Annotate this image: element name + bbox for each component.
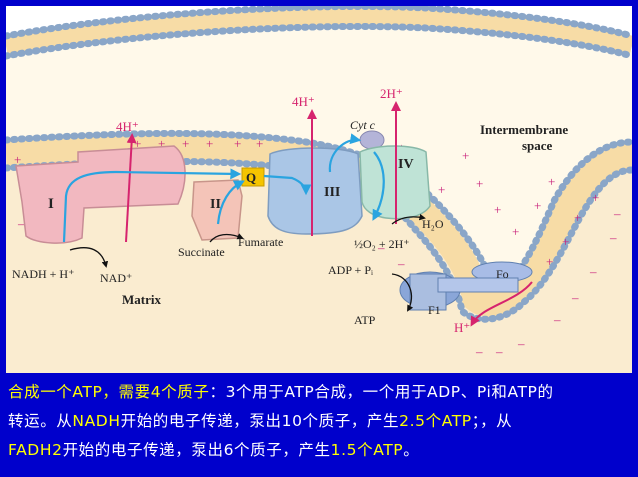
svg-text:+: +	[548, 174, 555, 189]
complex-3-label: III	[324, 185, 340, 200]
etc-diagram: + + + + + + + + + + + + + + + + + + + + …	[6, 6, 632, 373]
succinate-label: Succinate	[178, 245, 225, 259]
svg-text:+: +	[592, 190, 599, 205]
complex-1-label: I	[48, 196, 54, 212]
svg-text:–: –	[609, 230, 617, 245]
complex-1: I	[15, 145, 186, 244]
fo-label: Fo	[496, 267, 509, 281]
proton-label-complex3: 4H⁺	[292, 94, 315, 109]
svg-text:+: +	[494, 202, 501, 217]
caption-highlight-fadh2: FADH2	[8, 441, 63, 459]
caption-text-1: ：3个用于ATP合成，一个用于ADP、Pi和ATP的	[209, 383, 554, 401]
proton-label-complex1: 4H⁺	[116, 119, 139, 134]
svg-text:–: –	[377, 240, 385, 255]
caption-line-1: 合成一个ATP，需要4个质子：3个用于ATP合成，一个用于ADP、Pi和ATP的	[8, 378, 632, 407]
caption-highlight-1: 合成一个ATP，需要4个质子	[8, 383, 210, 401]
svg-text:+: +	[134, 136, 141, 151]
svg-text:+: +	[562, 234, 569, 249]
proton-label-complex4: 2H⁺	[380, 86, 403, 101]
svg-text:–: –	[571, 290, 579, 305]
water-label: H₂O	[422, 217, 444, 231]
caption-highlight-2-5-atp: 2.5个ATP	[399, 412, 472, 430]
adp-label: ADP + Pᵢ	[328, 263, 373, 277]
proton-label-atp-synthase: H⁺	[454, 320, 470, 335]
nad-label: NAD⁺	[100, 271, 132, 285]
svg-text:+: +	[574, 210, 581, 225]
caption-line-2: 转运。从NADH开始的电子传递，泵出10个质子，产生2.5个ATP；，从	[8, 407, 632, 436]
caption-highlight-1-5-atp: 1.5个ATP	[330, 441, 404, 459]
svg-text:+: +	[534, 198, 541, 213]
svg-text:–: –	[495, 344, 503, 359]
quinone: Q	[241, 167, 265, 187]
caption-text-3d: 。	[403, 441, 420, 459]
caption-text-2e: ；，从	[471, 412, 513, 430]
svg-text:+: +	[512, 224, 519, 239]
svg-text:–: –	[397, 256, 405, 271]
svg-text:+: +	[182, 136, 189, 151]
caption: 合成一个ATP，需要4个质子：3个用于ATP合成，一个用于ADP、Pi和ATP的…	[8, 378, 632, 474]
caption-text-2c: 开始的电子传递，泵出10个质子，产生	[120, 412, 400, 430]
svg-text:–: –	[589, 264, 597, 279]
complex-3: III	[267, 147, 363, 235]
svg-text:–: –	[17, 216, 25, 231]
svg-text:+: +	[158, 136, 165, 151]
atp-label: ATP	[354, 313, 376, 327]
intermembrane-label-1: Intermembrane	[480, 122, 568, 137]
svg-text:+: +	[256, 136, 263, 151]
caption-text-2a: 转运。从	[8, 412, 73, 430]
atp-synthase: Fo F1	[399, 261, 533, 317]
fumarate-label: Fumarate	[238, 235, 283, 249]
caption-highlight-nadh: NADH	[72, 412, 121, 430]
complex-2: II	[191, 179, 243, 241]
quinone-label: Q	[246, 170, 256, 185]
nadh-label: NADH + H⁺	[12, 267, 74, 281]
svg-text:+: +	[14, 152, 21, 167]
complex-4-label: IV	[398, 157, 414, 172]
inner-membrane	[6, 129, 632, 323]
svg-text:–: –	[553, 312, 561, 327]
svg-text:+: +	[438, 182, 445, 197]
svg-text:+: +	[546, 254, 553, 269]
electron-arrows	[62, 133, 385, 243]
svg-text:–: –	[475, 344, 483, 359]
svg-text:+: +	[234, 136, 241, 151]
svg-text:–: –	[613, 206, 621, 221]
svg-text:+: +	[206, 136, 213, 151]
svg-text:+: +	[462, 148, 469, 163]
oxygen-label: ½O₂ + 2H⁺	[354, 237, 410, 251]
cytc-label: Cyt c	[350, 118, 376, 132]
reaction-arrows	[69, 213, 426, 312]
svg-text:–: –	[517, 336, 525, 351]
svg-text:+: +	[476, 176, 483, 191]
caption-text-3b: 开始的电子传递，泵出6个质子，产生	[62, 441, 331, 459]
complex-2-label: II	[210, 197, 221, 212]
intermembrane-label-2: space	[522, 138, 553, 153]
f1-label: F1	[428, 303, 441, 317]
caption-line-3: FADH2开始的电子传递，泵出6个质子，产生1.5个ATP。	[8, 436, 632, 465]
proton-arrows	[125, 101, 533, 327]
outer-membrane	[6, 6, 632, 60]
matrix-label: Matrix	[122, 292, 161, 307]
